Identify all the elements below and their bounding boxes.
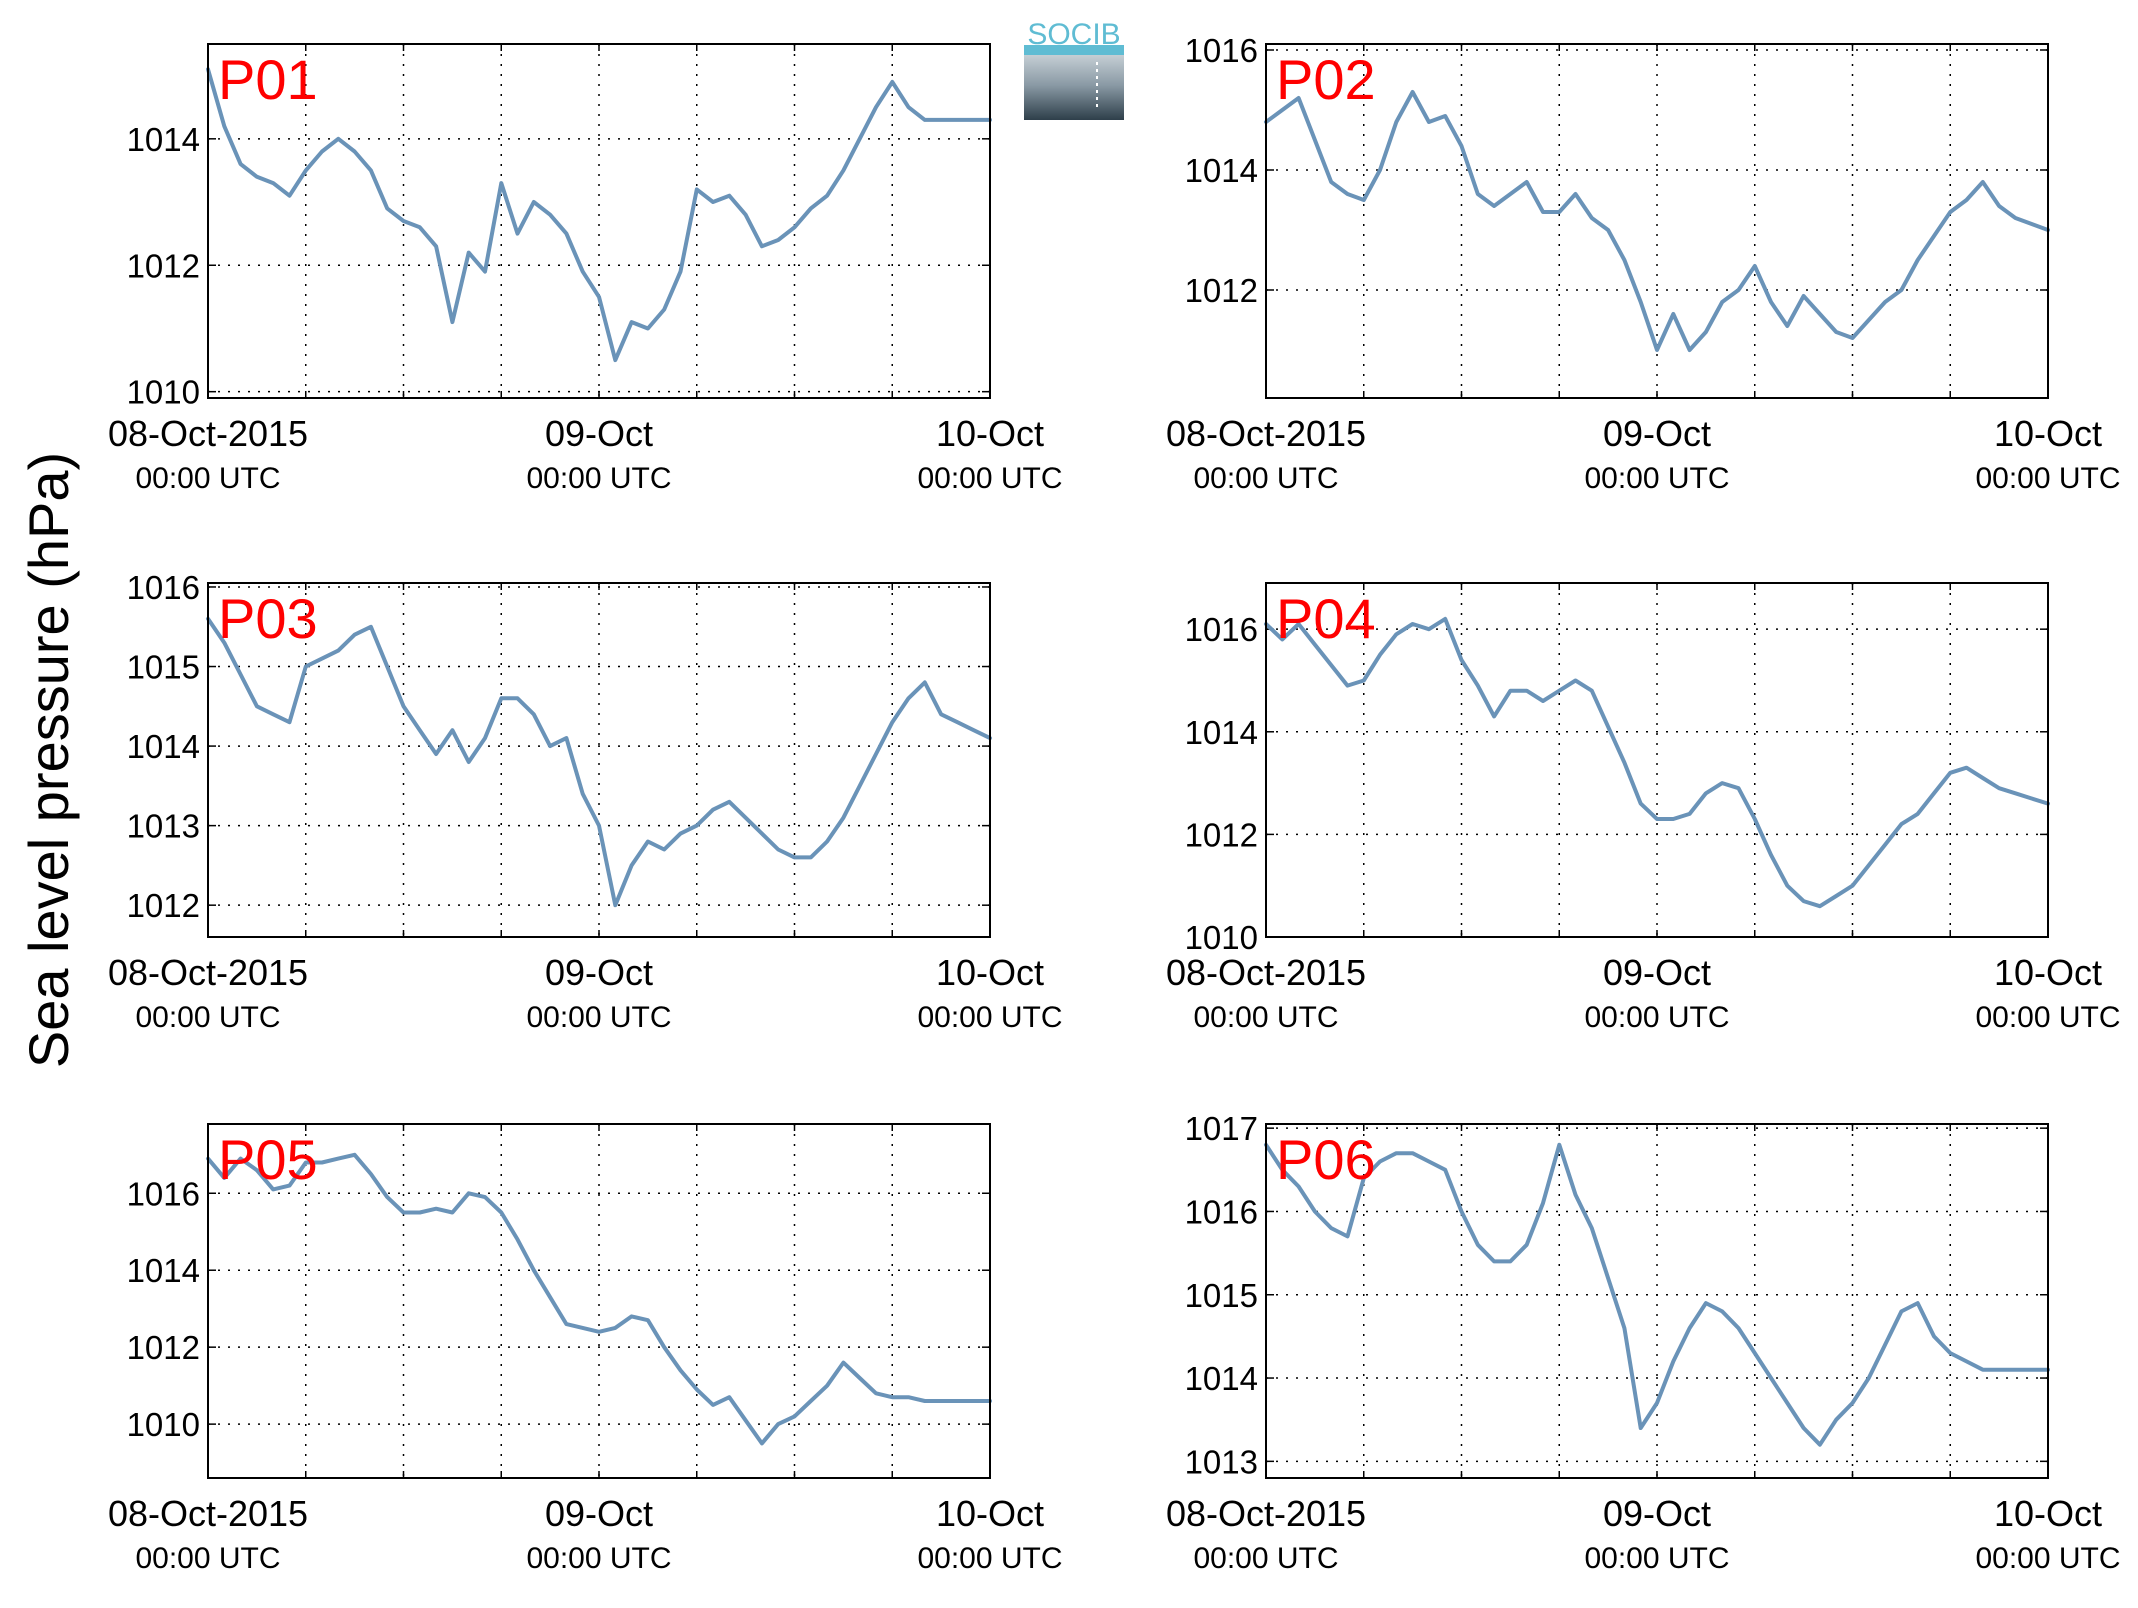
x-tick-date-label: 09-Oct xyxy=(545,952,653,993)
series-line-p04 xyxy=(1264,616,2050,909)
y-tick-label: 1010 xyxy=(127,374,200,411)
y-tick-label: 1016 xyxy=(1185,611,1258,648)
y-tick-label: 1012 xyxy=(1185,272,1258,309)
series-line-p02 xyxy=(1264,90,2050,352)
x-tick-date-label: 08-Oct-2015 xyxy=(1166,952,1366,993)
x-tick-date-label: 10-Oct xyxy=(936,413,1044,454)
station-label-p05: P05 xyxy=(218,1128,318,1191)
x-tick-time-label: 00:00 UTC xyxy=(1975,462,2120,495)
x-tick-time-label: 00:00 UTC xyxy=(526,1542,671,1575)
series-line-p06 xyxy=(1264,1142,2050,1447)
x-tick-time-label: 00:00 UTC xyxy=(1975,1542,2120,1575)
socib-logo: SOCIB xyxy=(1024,18,1124,120)
x-tick-date-label: 08-Oct-2015 xyxy=(1166,1493,1366,1534)
x-tick-time-label: 00:00 UTC xyxy=(1975,1001,2120,1034)
y-tick-label: 1010 xyxy=(127,1406,200,1443)
panel-p04: 1010 1012 1014 1016 08-Oct-2015 00:00 UTC 09-O… xyxy=(1166,582,2121,1034)
y-tick-label: 1016 xyxy=(1185,32,1258,69)
y-tick-label: 1016 xyxy=(1185,1193,1258,1230)
x-tick-time-label: 00:00 UTC xyxy=(526,462,671,495)
x-tick-date-label: 10-Oct xyxy=(1994,413,2102,454)
y-tick-label: 1014 xyxy=(1185,714,1258,751)
panel-p03: 1012 1013 1014 1015 1016 08-Oct-2015 00:00 UTC… xyxy=(108,569,1063,1034)
panel-p01: 1010 1012 1014 08-Oct-2015 00:00 UTC 09-Oct 00… xyxy=(108,43,1063,495)
x-tick-date-label: 09-Oct xyxy=(1603,952,1711,993)
y-tick-label: 1010 xyxy=(1185,919,1258,956)
logo-top-band xyxy=(1024,45,1124,55)
x-tick-date-label: 09-Oct xyxy=(1603,1493,1711,1534)
x-tick-date-label: 08-Oct-2015 xyxy=(108,413,308,454)
series-line-p05 xyxy=(206,1152,992,1446)
axes-frame xyxy=(207,582,991,938)
y-tick-label: 1013 xyxy=(1185,1443,1258,1480)
station-label-p04: P04 xyxy=(1276,587,1376,650)
x-tick-time-label: 00:00 UTC xyxy=(1584,1001,1729,1034)
station-label-p06: P06 xyxy=(1276,1128,1376,1191)
x-tick-time-label: 00:00 UTC xyxy=(917,1542,1062,1575)
series-line-p01 xyxy=(206,67,992,363)
x-tick-date-label: 10-Oct xyxy=(936,952,1044,993)
y-axis-label: Sea level pressure (hPa) xyxy=(17,452,80,1068)
x-tick-time-label: 00:00 UTC xyxy=(1193,1542,1338,1575)
logo-band xyxy=(1024,50,1124,120)
station-label-p03: P03 xyxy=(218,587,318,650)
x-tick-time-label: 00:00 UTC xyxy=(135,1001,280,1034)
x-tick-time-label: 00:00 UTC xyxy=(917,462,1062,495)
x-tick-date-label: 09-Oct xyxy=(1603,413,1711,454)
x-tick-time-label: 00:00 UTC xyxy=(1193,1001,1338,1034)
y-tick-label: 1012 xyxy=(127,1329,200,1366)
axes-frame xyxy=(207,43,991,399)
y-tick-label: 1014 xyxy=(127,1252,200,1289)
y-tick-label: 1014 xyxy=(127,728,200,765)
logo-text: SOCIB xyxy=(1027,18,1120,51)
x-tick-time-label: 00:00 UTC xyxy=(917,1001,1062,1034)
x-tick-time-label: 00:00 UTC xyxy=(526,1001,671,1034)
series-line-p03 xyxy=(206,616,992,908)
x-tick-time-label: 00:00 UTC xyxy=(1584,462,1729,495)
station-label-p01: P01 xyxy=(218,48,318,111)
axes-frame xyxy=(1265,582,2049,938)
x-tick-time-label: 00:00 UTC xyxy=(135,462,280,495)
x-tick-date-label: 09-Oct xyxy=(545,1493,653,1534)
axes-frame xyxy=(207,1123,991,1479)
panels: 1010 1012 1014 08-Oct-2015 00:00 UTC 09-Oct 00… xyxy=(108,32,2121,1575)
y-tick-label: 1012 xyxy=(127,247,200,284)
x-tick-time-label: 00:00 UTC xyxy=(1584,1542,1729,1575)
y-tick-label: 1014 xyxy=(127,121,200,158)
panel-p05: 1010 1012 1014 1016 08-Oct-2015 00:00 UTC 09-O… xyxy=(108,1123,1063,1575)
x-tick-date-label: 08-Oct-2015 xyxy=(1166,413,1366,454)
x-tick-date-label: 10-Oct xyxy=(1994,1493,2102,1534)
x-tick-time-label: 00:00 UTC xyxy=(1193,462,1338,495)
x-tick-date-label: 08-Oct-2015 xyxy=(108,1493,308,1534)
y-tick-label: 1012 xyxy=(127,887,200,924)
y-tick-label: 1013 xyxy=(127,808,200,845)
y-tick-label: 1012 xyxy=(1185,816,1258,853)
panel-p02: 1012 1014 1016 08-Oct-2015 00:00 UTC 09-Oct 00… xyxy=(1166,32,2121,495)
y-tick-label: 1016 xyxy=(127,1175,200,1212)
x-tick-time-label: 00:00 UTC xyxy=(135,1542,280,1575)
y-tick-label: 1014 xyxy=(1185,152,1258,189)
x-tick-date-label: 10-Oct xyxy=(936,1493,1044,1534)
y-tick-label: 1017 xyxy=(1185,1110,1258,1147)
y-tick-label: 1016 xyxy=(127,569,200,606)
panel-p06: 1013 1014 1015 1016 1017 08-Oct-2015 00:00 UTC… xyxy=(1166,1110,2121,1575)
y-tick-label: 1015 xyxy=(127,649,200,686)
x-tick-date-label: 08-Oct-2015 xyxy=(108,952,308,993)
axes-frame xyxy=(1265,1123,2049,1479)
y-tick-label: 1015 xyxy=(1185,1277,1258,1314)
x-tick-date-label: 09-Oct xyxy=(545,413,653,454)
axes-frame xyxy=(1265,43,2049,399)
x-tick-date-label: 10-Oct xyxy=(1994,952,2102,993)
y-tick-label: 1014 xyxy=(1185,1360,1258,1397)
station-label-p02: P02 xyxy=(1276,48,1376,111)
